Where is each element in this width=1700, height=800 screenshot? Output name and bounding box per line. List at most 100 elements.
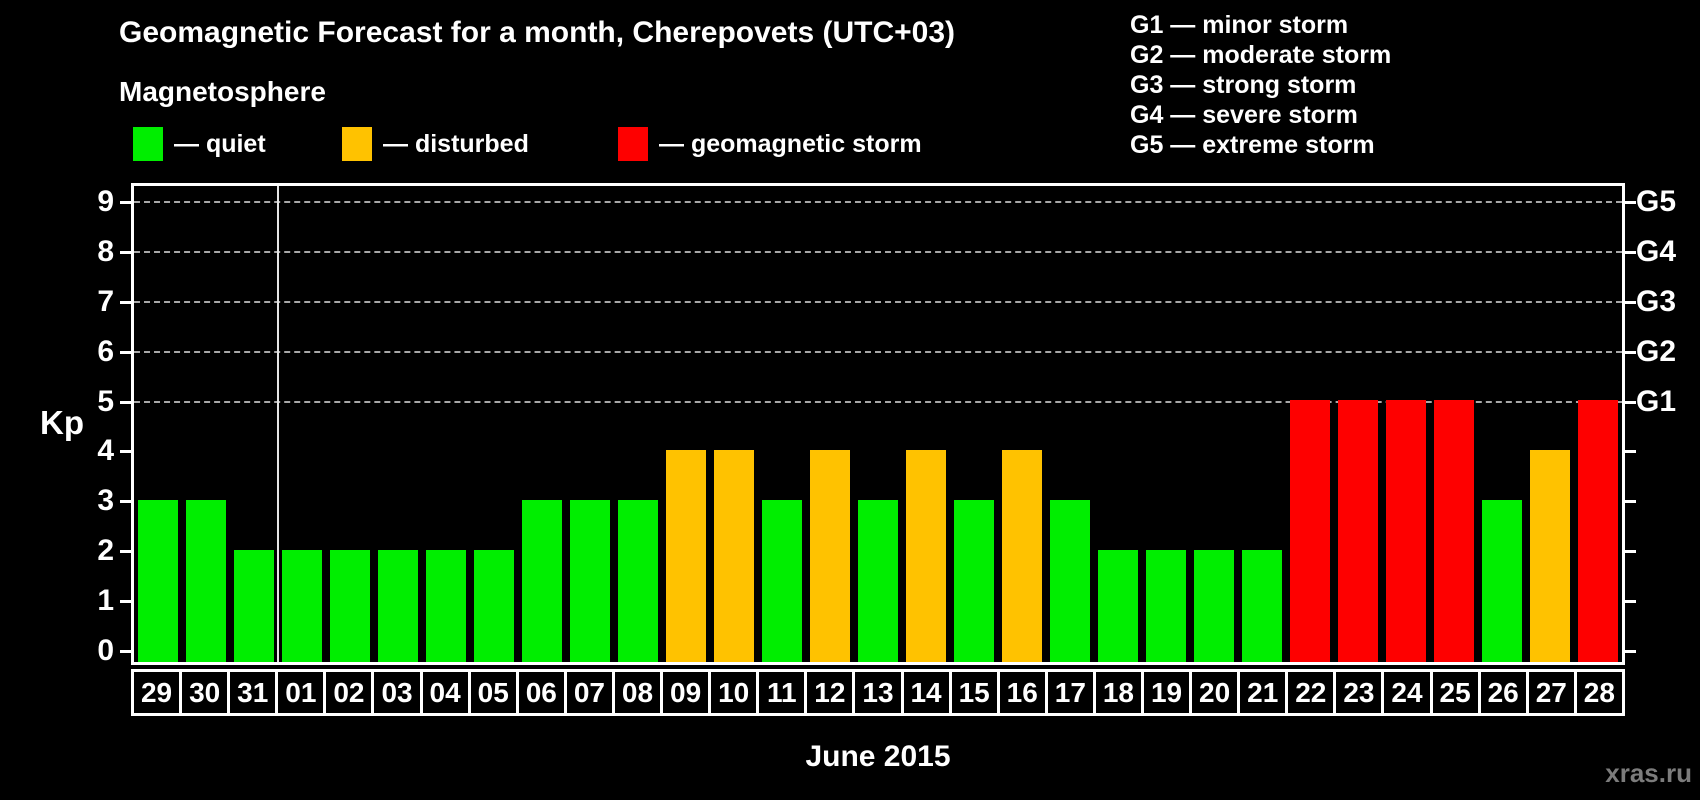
day-label: 14	[904, 672, 952, 713]
y-tick-label: 4	[97, 434, 114, 468]
day-label: 18	[1096, 672, 1144, 713]
kp-bar	[522, 500, 562, 662]
day-label: 10	[711, 672, 760, 713]
gridline-kp9	[134, 200, 1622, 203]
y-tick-left	[120, 200, 131, 204]
g-level-label: G1	[1636, 384, 1677, 418]
y-tick-right	[1625, 500, 1636, 504]
bar-slot	[1526, 186, 1574, 662]
bar-slot	[1286, 186, 1334, 662]
legend-item-quiet: — quiet	[133, 127, 266, 161]
bar-slot	[230, 186, 278, 662]
bar-slot	[278, 186, 326, 662]
day-label: 26	[1481, 672, 1529, 713]
y-tick-left	[120, 650, 131, 653]
day-label: 16	[1000, 672, 1048, 713]
legend-item-label: — disturbed	[383, 129, 529, 158]
day-label: 28	[1583, 676, 1615, 708]
bars-container	[134, 186, 1622, 662]
bar-slot	[854, 186, 902, 662]
day-label: 25	[1433, 672, 1481, 713]
bar-slot	[1094, 186, 1142, 662]
bar-slot	[1334, 186, 1382, 662]
bar-slot	[1238, 186, 1286, 662]
day-label: 06	[519, 672, 567, 713]
kp-bar	[762, 500, 802, 662]
y-tick-label: 8	[97, 234, 114, 268]
y-tick-left	[120, 350, 131, 354]
kp-bar	[234, 550, 274, 662]
kp-bar	[186, 500, 226, 662]
plot-area: 0 1 2 3 4 5 G1 6 G2 7 G3 8 G4 9 G5	[97, 183, 1676, 667]
magnetosphere-heading: Magnetosphere	[119, 76, 326, 107]
bar-slot	[1430, 186, 1478, 662]
day-label: 08	[615, 672, 664, 713]
kp-bar	[1194, 550, 1234, 662]
day-label: 03	[374, 672, 423, 713]
storm-scale-item: G2 — moderate storm	[1130, 41, 1392, 69]
y-tick-right	[1625, 550, 1636, 554]
day-axis-row: 29 30 31 01 02 03 04 05 06 07 08 09 10 11 12 13 14 15 16 17…	[131, 669, 1625, 716]
bar-slot	[902, 186, 950, 662]
kp-bar	[282, 550, 322, 662]
y-axis-title: Kp	[40, 404, 84, 441]
quiet-color-swatch-icon	[133, 127, 163, 161]
kp-bar	[714, 450, 754, 662]
y-tick-right	[1625, 400, 1636, 404]
y-tick-label: 6	[97, 334, 114, 368]
bar-slot	[998, 186, 1046, 662]
bar-slot	[1478, 186, 1526, 662]
watermark-link[interactable]: xras.ru	[1605, 758, 1692, 788]
y-tick-label: 5	[97, 384, 114, 418]
chart-title: Geomagnetic Forecast for a month, Cherep…	[119, 16, 956, 49]
storm-scale-item: G1 — minor storm	[1130, 11, 1349, 39]
kp-bar	[1386, 400, 1426, 662]
y-tick-label: 9	[97, 184, 114, 218]
kp-bar	[954, 500, 994, 662]
bar-slot	[326, 186, 374, 662]
bar-slot	[422, 186, 470, 662]
day-label: 01	[278, 672, 327, 713]
day-label: 07	[567, 672, 615, 713]
kp-bar	[1290, 400, 1330, 662]
y-tick-right	[1625, 650, 1636, 653]
bar-slot	[1046, 186, 1094, 662]
g-level-label: G2	[1636, 334, 1677, 368]
day-label: 27	[1529, 672, 1577, 713]
day-label: 20	[1192, 672, 1241, 713]
y-tick-right	[1625, 600, 1636, 604]
y-tick-left	[120, 450, 131, 454]
day-label: 12	[807, 672, 856, 713]
legend-item-disturbed: — disturbed	[342, 127, 529, 161]
y-tick-right	[1625, 300, 1636, 304]
legend-item-label: — geomagnetic storm	[659, 129, 922, 158]
kp-bar	[906, 450, 946, 662]
bar-slot	[662, 186, 710, 662]
kp-bar	[1338, 400, 1378, 662]
kp-bar	[858, 500, 898, 662]
storm-scale-item: G3 — strong storm	[1130, 71, 1357, 99]
kp-bar	[1098, 550, 1138, 662]
day-label: 02	[326, 672, 375, 713]
day-label: 17	[1048, 672, 1096, 713]
bar-slot	[1574, 186, 1622, 662]
month-separator-line	[277, 186, 279, 662]
y-tick-right	[1625, 250, 1636, 254]
bar-slot	[614, 186, 662, 662]
kp-bar	[1050, 500, 1090, 662]
kp-bar	[1578, 400, 1618, 662]
x-axis-title: June 2015	[805, 740, 951, 773]
g-level-label: G5	[1636, 184, 1677, 218]
day-label: 13	[855, 672, 904, 713]
bar-slot	[1190, 186, 1238, 662]
bar-slot	[182, 186, 230, 662]
gridline-kp6	[134, 350, 1622, 353]
bar-slot	[758, 186, 806, 662]
day-label: 05	[471, 672, 519, 713]
storm-scale-legend: G1 — minor storm G2 — moderate storm G3 — …	[1130, 10, 1391, 160]
y-tick-label: 7	[97, 284, 114, 318]
bar-slot	[1382, 186, 1430, 662]
kp-bar	[810, 450, 850, 662]
y-tick-right	[1625, 350, 1636, 354]
storm-color-swatch-icon	[618, 127, 648, 161]
